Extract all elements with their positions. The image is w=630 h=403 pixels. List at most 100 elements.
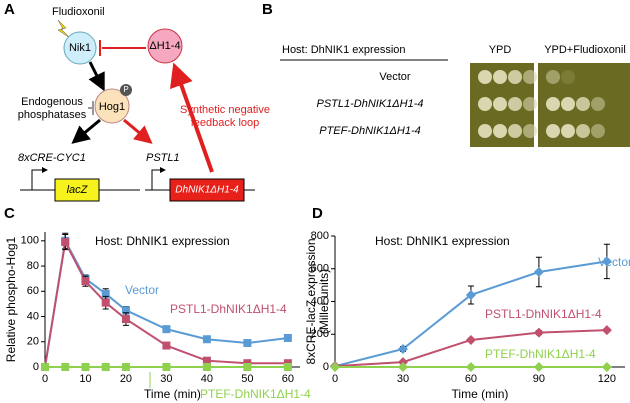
y-tick-label: 60 xyxy=(27,285,39,297)
row-label: PTEF-DhNIK1ΔH1-4 xyxy=(319,125,421,137)
data-point xyxy=(397,343,408,354)
data-point xyxy=(121,363,130,371)
host-label: Host: DhNIK1 expression xyxy=(282,44,406,56)
node-label: Fludioxonil xyxy=(52,6,105,18)
promoter-label: 8xCRE-CYC1 xyxy=(18,152,86,164)
node-label: Nik1 xyxy=(69,42,91,54)
lightning-icon xyxy=(57,19,71,39)
colony-spot xyxy=(561,70,575,84)
data-point xyxy=(81,363,90,371)
panel-label: B xyxy=(262,1,273,18)
x-tick-label: 40 xyxy=(201,373,213,385)
x-tick-label: 0 xyxy=(42,373,48,385)
x-axis-label: Time (min) xyxy=(144,387,201,401)
gene-label: lacZ xyxy=(67,184,89,196)
data-point xyxy=(202,335,211,344)
colony-spot xyxy=(508,124,522,138)
x-tick-label: 10 xyxy=(79,373,91,385)
promoter-arrow xyxy=(31,167,48,190)
data-point xyxy=(601,256,612,267)
phospho-icon xyxy=(120,84,132,96)
x-tick-label: 30 xyxy=(397,373,409,385)
medium-label: YPD xyxy=(489,44,512,56)
colony-spot xyxy=(508,97,522,111)
data-point xyxy=(533,362,544,372)
y-tick-label: 40 xyxy=(27,310,39,322)
series-label: Vector xyxy=(598,255,630,269)
node xyxy=(147,28,183,64)
gene-box xyxy=(169,178,245,202)
y-axis-label: 8xCRE-lacZ expression xyxy=(304,238,318,364)
y-tick-label: 20 xyxy=(27,336,39,348)
colony-spot xyxy=(493,124,507,138)
colony-spot xyxy=(591,124,605,138)
y-tick-label: 400 xyxy=(311,295,329,307)
promoter-arrow xyxy=(151,167,166,190)
data-point xyxy=(283,333,292,342)
colony-spot xyxy=(576,97,590,111)
y-tick-label: 0 xyxy=(33,361,39,373)
data-point xyxy=(533,327,544,338)
gene-box xyxy=(54,178,100,202)
node-label: Endogenous xyxy=(21,96,83,108)
colony-spot xyxy=(508,70,522,84)
row-label: PSTL1-DhNIK1ΔH1-4 xyxy=(316,98,423,110)
colony-spot xyxy=(493,70,507,84)
colony-spot xyxy=(478,70,492,84)
annotation: Host: DhNIK1 expression xyxy=(95,234,230,248)
data-point xyxy=(101,298,110,307)
data-point xyxy=(465,362,476,372)
arrow xyxy=(123,118,153,144)
y-tick-label: 200 xyxy=(311,328,329,340)
data-point xyxy=(283,363,292,371)
data-point xyxy=(202,356,211,365)
loop-label: feedback loop xyxy=(191,117,260,129)
pathway-diagram: Fludioxonil Nik1 ΔH1-4 Hog1 P Endogenous… xyxy=(18,6,270,202)
colony-spot xyxy=(523,70,537,84)
annotation: Host: DhNIK1 expression xyxy=(375,234,510,248)
y-tick-label: 800 xyxy=(311,230,329,242)
x-tick-label: 30 xyxy=(160,373,172,385)
y-tick-label: 600 xyxy=(311,263,329,275)
data-point xyxy=(101,289,110,298)
series-label: PSTL1-DhNIK1ΔH1-4 xyxy=(170,302,287,316)
colony-spot xyxy=(478,97,492,111)
data-point xyxy=(121,306,130,315)
data-point xyxy=(243,339,252,348)
data-point xyxy=(41,363,49,371)
row-label: Vector xyxy=(379,71,411,83)
data-point xyxy=(101,363,110,371)
series-label: PTEF-DhNIK1ΔH1-4 xyxy=(485,347,596,361)
node xyxy=(63,31,97,65)
colony-spot xyxy=(561,97,575,111)
colony-spot xyxy=(546,124,560,138)
colony-spot xyxy=(523,97,537,111)
node xyxy=(94,88,130,124)
data-point xyxy=(121,315,130,324)
panel-label: C xyxy=(4,205,15,222)
node-label: Hog1 xyxy=(99,101,125,113)
node-label: phosphatases xyxy=(18,109,87,121)
series-label: PSTL1-DhNIK1ΔH1-4 xyxy=(485,307,602,321)
y-tick-label: 0 xyxy=(323,361,329,373)
data-point xyxy=(61,363,70,371)
y-tick-label: 80 xyxy=(27,260,39,272)
x-axis-label: Time (min) xyxy=(452,387,509,401)
data-point xyxy=(397,362,408,372)
loop-label: Synthetic negative xyxy=(180,104,270,116)
data-point xyxy=(162,341,171,350)
data-point xyxy=(81,277,90,286)
data-point xyxy=(330,362,340,372)
node-label: ΔH1-4 xyxy=(149,40,180,52)
data-point xyxy=(243,363,252,371)
colony-spot xyxy=(591,97,605,111)
node-label: P xyxy=(123,85,128,94)
x-tick-label: 90 xyxy=(533,373,545,385)
feedback-arrow xyxy=(170,62,214,173)
data-point xyxy=(162,363,171,371)
data-point xyxy=(533,267,544,278)
colony-spot xyxy=(546,70,560,84)
y-tick-label: 100 xyxy=(21,235,39,247)
promoter-label: PSTL1 xyxy=(146,152,180,164)
